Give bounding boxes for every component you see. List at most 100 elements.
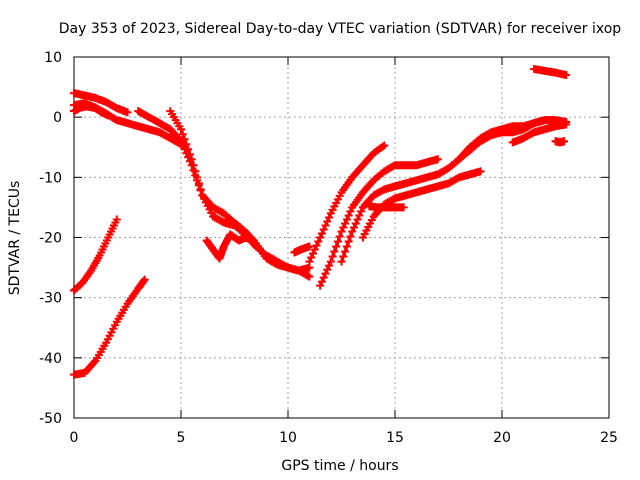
series-track-early-a: [70, 89, 132, 117]
y-tick-label: 0: [53, 110, 62, 126]
series-track-early-c: [70, 102, 113, 120]
data-point: [178, 130, 187, 139]
data-point: [189, 161, 198, 170]
data-point: [321, 269, 330, 278]
data-point: [353, 215, 362, 224]
y-tick-label: -30: [39, 291, 62, 307]
data-point: [139, 277, 148, 286]
series-track-rise-a: [305, 141, 389, 266]
y-axis: -50 -40 -30 -20 -10 0 10: [39, 50, 609, 427]
data-point: [337, 257, 346, 266]
series-track-rise-f: [365, 202, 408, 212]
data-point: [104, 111, 113, 120]
data-point: [310, 245, 319, 254]
y-tick-label: -10: [39, 170, 62, 186]
data-point: [316, 281, 325, 290]
series-track-late-d: [551, 137, 569, 147]
data-point: [346, 232, 355, 241]
x-tick-label: 15: [386, 430, 404, 446]
chart-title: Day 353 of 2023, Sidereal Day-to-day VTE…: [59, 21, 622, 37]
y-axis-label: SDTVAR / TECUs: [7, 181, 23, 296]
y-tick-label: 10: [44, 50, 62, 66]
data-point: [305, 257, 314, 266]
data-point: [314, 237, 323, 246]
data-point: [344, 211, 353, 220]
data-point: [342, 242, 351, 251]
data-point: [328, 252, 337, 261]
data-point: [193, 173, 202, 182]
data-points: [70, 65, 571, 379]
data-point: [323, 217, 332, 226]
data-point: [317, 229, 326, 238]
series-track-ramp-2: [70, 275, 149, 379]
data-point: [307, 253, 316, 262]
data-point: [249, 236, 258, 245]
data-point: [312, 241, 321, 250]
data-point: [348, 227, 357, 236]
data-point: [332, 242, 341, 251]
data-point: [339, 252, 348, 261]
data-point: [112, 215, 121, 224]
data-point: [344, 237, 353, 246]
y-tick-label: -50: [39, 411, 62, 427]
data-point: [319, 273, 328, 282]
data-point: [346, 207, 355, 216]
data-point: [308, 249, 317, 258]
data-point: [184, 145, 193, 154]
data-point: [339, 223, 348, 232]
x-tick-label: 20: [493, 430, 511, 446]
data-point: [140, 275, 149, 284]
x-axis: 0 5 10 15 20 25: [70, 57, 618, 446]
data-point: [325, 261, 334, 270]
data-point: [476, 167, 485, 176]
data-point: [355, 211, 364, 220]
data-point: [560, 137, 569, 146]
data-point: [540, 116, 549, 125]
data-point: [182, 140, 191, 149]
series-track-late-c: [508, 120, 571, 147]
data-point: [399, 203, 408, 212]
x-tick-label: 10: [279, 430, 297, 446]
data-point: [187, 155, 196, 164]
data-point: [305, 272, 314, 281]
series-track-ramp-1: [70, 215, 121, 295]
data-point: [180, 135, 189, 144]
data-point: [562, 120, 571, 129]
data-point: [319, 225, 328, 234]
series-track-rise-c: [337, 146, 474, 266]
data-point: [349, 223, 358, 232]
data-point: [562, 71, 571, 80]
series-track-late-b: [455, 116, 549, 164]
data-point: [337, 227, 346, 236]
grid: [74, 57, 609, 418]
data-point: [326, 257, 335, 266]
data-point: [325, 213, 334, 222]
data-point: [123, 108, 132, 117]
data-point: [357, 207, 366, 216]
x-tick-label: 25: [600, 430, 618, 446]
series-track-dip-b: [166, 107, 314, 275]
data-point: [335, 232, 344, 241]
series-track-rise-e: [290, 242, 314, 257]
data-point: [351, 219, 360, 228]
x-axis-label: GPS time / hours: [281, 458, 398, 474]
y-tick-label: -20: [39, 231, 62, 247]
series-track-late-e: [530, 65, 571, 80]
data-point: [341, 247, 350, 256]
data-point: [177, 125, 185, 134]
x-tick-label: 5: [177, 430, 186, 446]
data-point: [317, 277, 326, 286]
data-point: [194, 179, 203, 188]
data-point: [330, 247, 339, 256]
series-track-rise-b: [316, 155, 442, 290]
x-tick-label: 0: [70, 430, 79, 446]
data-point: [196, 185, 205, 194]
y-tick-label: -40: [39, 351, 62, 367]
data-point: [321, 221, 330, 230]
data-point: [305, 242, 314, 251]
data-point: [342, 215, 351, 224]
data-point: [341, 219, 350, 228]
data-point: [333, 237, 342, 246]
data-point: [185, 150, 194, 159]
